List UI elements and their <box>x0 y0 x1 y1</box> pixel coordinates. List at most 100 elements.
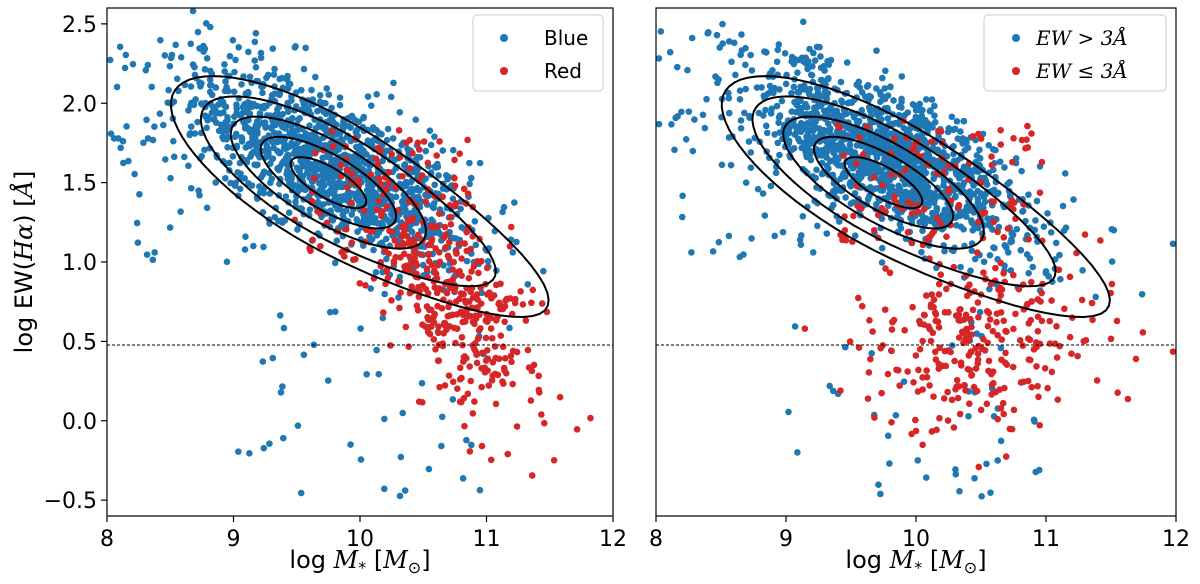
blue-point <box>192 96 199 103</box>
blue-point <box>513 238 520 246</box>
red-point <box>507 352 515 360</box>
blue-point <box>173 75 181 83</box>
blue-point <box>269 354 277 362</box>
blue-point <box>965 412 972 420</box>
blue-point <box>1044 210 1051 217</box>
red-point <box>1081 231 1089 238</box>
red-point <box>997 405 1005 412</box>
blue-point <box>277 111 285 119</box>
blue-point <box>914 457 922 464</box>
red-point <box>388 151 396 158</box>
blue-point <box>655 55 663 62</box>
blue-point <box>506 324 513 332</box>
red-point <box>343 166 351 174</box>
blue-point <box>203 204 211 212</box>
blue-point <box>331 259 339 267</box>
blue-point <box>286 80 294 88</box>
blue-point <box>976 146 983 154</box>
blue-point <box>840 129 847 137</box>
blue-point <box>380 485 388 493</box>
blue-point <box>832 185 839 193</box>
red-point <box>988 153 995 160</box>
red-point <box>378 212 385 220</box>
blue-point <box>251 134 259 141</box>
blue-point <box>1138 290 1146 298</box>
blue-point <box>967 267 974 275</box>
red-point <box>891 193 898 200</box>
blue-point <box>328 185 335 193</box>
red-point <box>994 228 1001 236</box>
red-point <box>509 347 517 355</box>
red-point <box>409 149 416 157</box>
red-point <box>919 337 926 345</box>
blue-point <box>970 168 977 175</box>
blue-point <box>242 233 249 240</box>
left-legend-label-red: Red <box>544 59 582 83</box>
blue-point <box>678 108 685 116</box>
red-point <box>908 210 916 217</box>
blue-point <box>881 175 889 183</box>
blue-point <box>725 89 732 97</box>
blue-point <box>952 466 959 473</box>
blue-point <box>382 235 390 243</box>
blue-point <box>370 246 377 254</box>
red-point <box>867 355 874 363</box>
red-point <box>451 156 458 164</box>
blue-point <box>274 165 281 172</box>
blue-point <box>229 36 237 44</box>
red-point <box>465 298 473 305</box>
blue-point <box>747 51 754 59</box>
blue-point <box>759 190 767 197</box>
blue-point <box>952 192 959 200</box>
red-point <box>402 223 409 231</box>
red-point <box>1038 289 1046 297</box>
blue-point <box>187 123 195 130</box>
blue-point <box>824 128 831 135</box>
blue-point <box>899 150 906 157</box>
blue-point <box>316 92 324 99</box>
red-point <box>947 348 954 356</box>
red-point <box>466 363 473 370</box>
red-point <box>471 398 478 405</box>
contour-level <box>751 95 1057 288</box>
blue-point <box>657 28 665 35</box>
blue-point <box>747 149 755 156</box>
blue-point <box>747 164 755 171</box>
contour-level <box>259 135 397 230</box>
blue-point <box>297 489 305 497</box>
red-point <box>402 323 410 331</box>
red-point <box>943 285 950 293</box>
blue-point <box>271 65 278 73</box>
red-point <box>449 378 457 386</box>
blue-point <box>810 49 817 57</box>
blue-point <box>783 71 790 79</box>
blue-point <box>889 144 897 151</box>
red-point <box>499 343 507 351</box>
red-point <box>893 366 900 374</box>
red-point <box>385 169 393 176</box>
blue-point <box>235 448 242 455</box>
blue-point <box>401 487 409 494</box>
blue-point <box>782 80 790 88</box>
blue-point <box>921 190 928 198</box>
red-point <box>587 414 594 422</box>
red-point <box>428 236 436 244</box>
red-point <box>367 171 375 178</box>
blue-point <box>212 119 220 126</box>
red-point <box>405 343 412 350</box>
red-point <box>379 309 387 316</box>
red-point <box>450 258 457 266</box>
blue-point <box>804 126 812 134</box>
blue-point <box>1032 217 1039 224</box>
blue-point <box>902 192 909 199</box>
blue-point <box>140 139 147 147</box>
blue-point <box>873 85 880 92</box>
red-point <box>1055 266 1063 274</box>
blue-point <box>754 185 762 193</box>
blue-point <box>201 146 208 154</box>
blue-point <box>245 48 252 56</box>
blue-point <box>830 149 837 157</box>
red-point <box>434 357 442 364</box>
red-point <box>1000 410 1008 418</box>
blue-point <box>194 118 201 126</box>
